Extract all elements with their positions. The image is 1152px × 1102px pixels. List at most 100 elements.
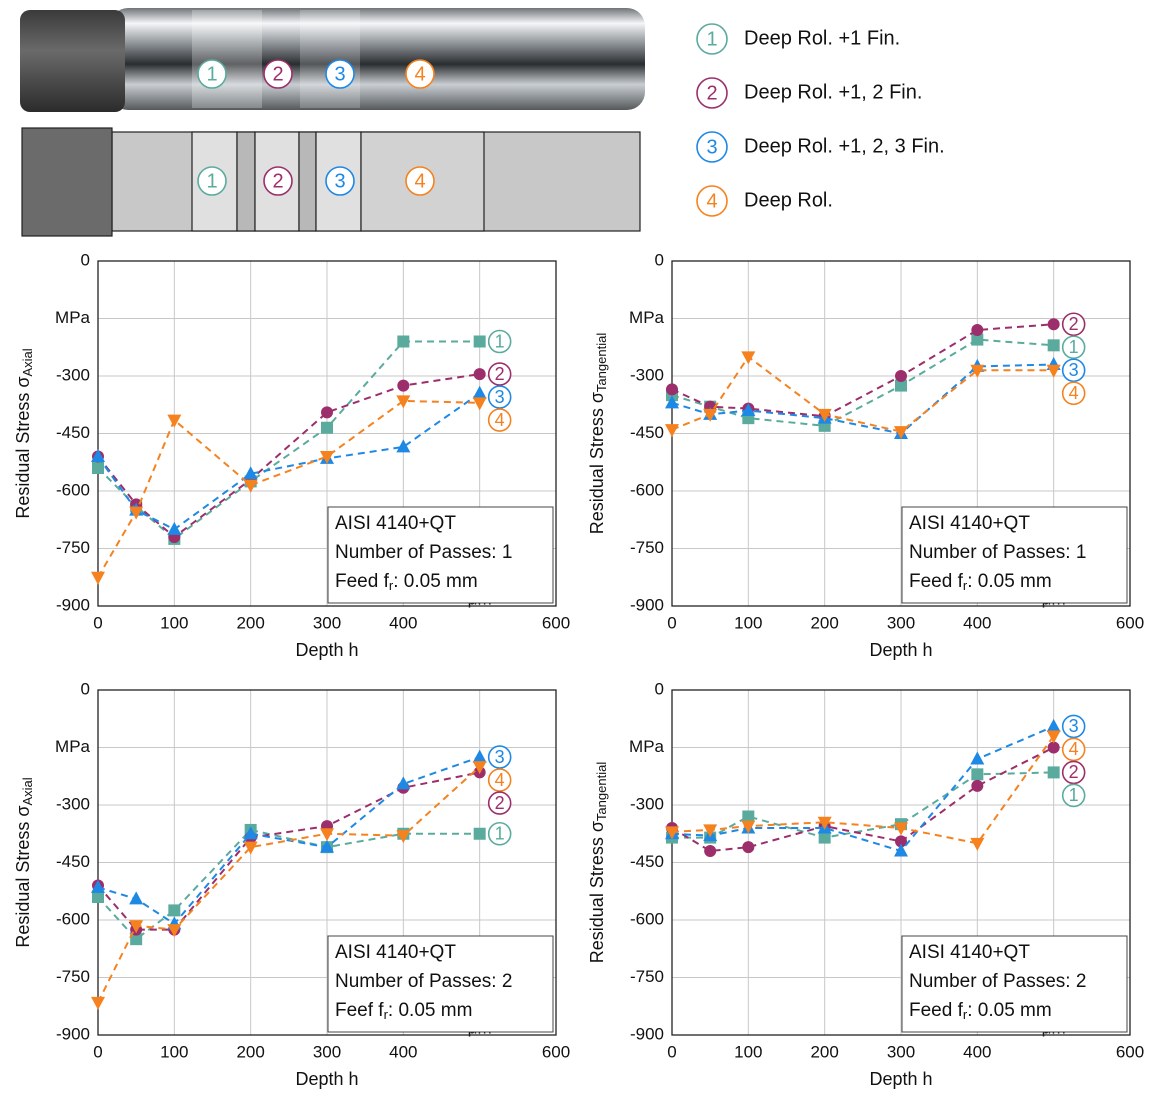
series-line [672, 736, 1054, 843]
series-line [672, 748, 1054, 852]
y-tick-label: 0 [655, 250, 664, 269]
y-axis-title: Residual Stress σAxial [13, 348, 36, 518]
zone [192, 10, 262, 108]
number-label: 3 [1069, 360, 1079, 380]
number-label: 4 [1069, 383, 1079, 403]
y-tick-label: 0 [655, 679, 664, 698]
number-label: 2 [1069, 762, 1079, 782]
x-tick-label: 600 [1116, 613, 1144, 632]
y-axis-title-main: Residual Stress σ [13, 377, 33, 519]
x-tick-label: 200 [236, 613, 264, 632]
series-line [672, 357, 1054, 432]
number-label: 3 [1069, 716, 1079, 736]
marker [895, 370, 907, 382]
x-tick-label: 100 [734, 613, 762, 632]
y-tick-label: -450 [630, 423, 664, 442]
annotation-line: AISI 4140+QT [335, 942, 456, 963]
annotation-line: AISI 4140+QT [909, 942, 1030, 963]
y-axis-title-sub: Tangential [594, 762, 609, 821]
marker [1048, 766, 1060, 778]
y-tick-label: -300 [56, 794, 90, 813]
marker [665, 424, 679, 437]
zone [300, 10, 360, 108]
y-axis-title-main: Residual Stress σ [587, 392, 607, 534]
annotation-text: : 0.05 mm [388, 1000, 472, 1021]
number-label: 2 [495, 364, 505, 384]
x-tick-label: 200 [236, 1042, 264, 1061]
series-line [672, 340, 1054, 426]
marker [1047, 719, 1061, 732]
number-label: 1 [495, 331, 505, 351]
legend-label: Deep Rol. +1, 2 Fin. [744, 81, 922, 103]
zone [299, 132, 316, 231]
y-axis-title: Residual Stress σTangential [587, 333, 610, 535]
number-label: 4 [495, 410, 505, 430]
y-axis-title-main: Residual Stress σ [13, 806, 33, 948]
x-tick-label: 400 [389, 1042, 417, 1061]
y-tick-label: -300 [56, 365, 90, 384]
figure: 123412341Deep Rol. +1 Fin.2Deep Rol. +1,… [0, 0, 1152, 1097]
shaft [110, 8, 645, 110]
x-tick-label: 0 [667, 1042, 676, 1061]
marker [397, 336, 409, 348]
annotation-line: Number of Passes: 2 [335, 971, 512, 992]
x-tick-label: 0 [667, 613, 676, 632]
x-tick-label: 400 [963, 613, 991, 632]
y-tick-label: -750 [56, 538, 90, 557]
marker [168, 904, 180, 916]
number-label: 3 [706, 136, 717, 158]
marker [129, 891, 143, 904]
number-label: 3 [495, 747, 505, 767]
marker [474, 828, 486, 840]
number-label: 4 [495, 770, 505, 790]
number-label: 3 [334, 63, 345, 85]
marker [321, 406, 333, 418]
y-axis-title-sub: Tangential [594, 333, 609, 392]
number-label: 2 [495, 793, 505, 813]
y-tick-label: -600 [630, 909, 664, 928]
annotation-line: Number of Passes: 1 [335, 542, 512, 563]
x-tick-label: 0 [93, 1042, 102, 1061]
x-tick-label: 100 [160, 613, 188, 632]
y-axis-title-sub: Axial [20, 348, 35, 376]
marker [741, 351, 755, 364]
x-tick-label: 400 [389, 613, 417, 632]
annotation-line: Number of Passes: 2 [909, 971, 1086, 992]
number-label: 2 [706, 82, 717, 104]
y-tick-label: -750 [630, 967, 664, 986]
annotation-line: AISI 4140+QT [335, 513, 456, 534]
y-tick-label: -900 [630, 595, 664, 614]
knurl [20, 10, 125, 112]
x-tick-label: 0 [93, 613, 102, 632]
x-tick-label: 200 [810, 613, 838, 632]
legend-label: Deep Rol. +1, 2, 3 Fin. [744, 135, 945, 157]
y-tick-label: -450 [630, 852, 664, 871]
x-axis-title: Depth h [869, 1069, 932, 1089]
annotation-text: Feed f [335, 571, 390, 592]
marker [321, 422, 333, 434]
number-label: 1 [706, 28, 717, 50]
zone [237, 132, 255, 231]
y-tick-label: -750 [56, 967, 90, 986]
number-label: 2 [272, 170, 283, 192]
marker [474, 368, 486, 380]
number-label: 3 [495, 387, 505, 407]
marker [92, 462, 104, 474]
x-tick-label: 300 [313, 613, 341, 632]
y-axis-title-main: Residual Stress σ [587, 821, 607, 963]
y-axis-title: Residual Stress σAxial [13, 777, 36, 947]
annotation-text: Feef f [335, 1000, 384, 1021]
marker [742, 841, 754, 853]
y-tick-label: 0 [81, 250, 90, 269]
number-label: 1 [206, 63, 217, 85]
x-axis-title: Depth h [295, 1069, 358, 1089]
x-tick-label: 100 [734, 1042, 762, 1061]
number-label: 4 [1069, 739, 1079, 759]
y-tick-label: -300 [630, 365, 664, 384]
marker [704, 845, 716, 857]
marker [971, 780, 983, 792]
marker [91, 572, 105, 585]
y-tick-label: 0 [81, 679, 90, 698]
series-line [672, 726, 1054, 851]
marker [1048, 339, 1060, 351]
